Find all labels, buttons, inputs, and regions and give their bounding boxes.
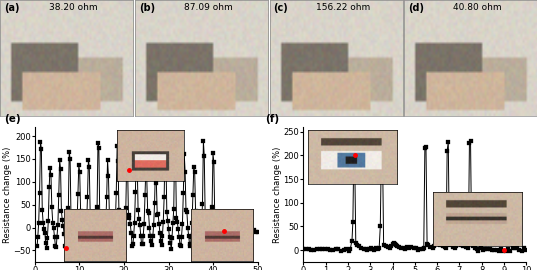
Text: (d): (d) — [408, 4, 424, 14]
Text: 87.09 ohm: 87.09 ohm — [184, 4, 233, 12]
Text: (b): (b) — [139, 4, 155, 14]
Text: (e): (e) — [4, 114, 20, 124]
Text: 38.20 ohm: 38.20 ohm — [49, 4, 98, 12]
Text: (c): (c) — [273, 4, 288, 14]
Text: 40.80 ohm: 40.80 ohm — [453, 4, 502, 12]
Text: (f): (f) — [265, 114, 280, 124]
Y-axis label: Resistance change (%): Resistance change (%) — [3, 146, 12, 242]
Text: 156.22 ohm: 156.22 ohm — [316, 4, 370, 12]
Y-axis label: Resistance change (%): Resistance change (%) — [273, 146, 282, 242]
Text: (a): (a) — [4, 4, 19, 14]
